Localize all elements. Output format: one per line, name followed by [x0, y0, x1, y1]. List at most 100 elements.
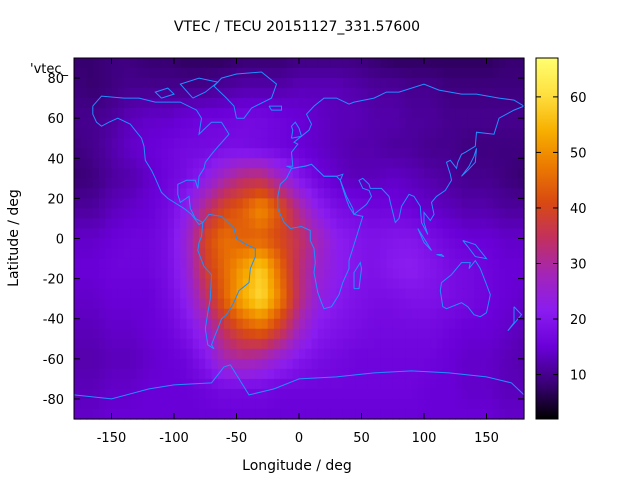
field-cell [505, 158, 513, 169]
field-cell [311, 198, 319, 210]
field-cell [449, 178, 456, 189]
field-cell [111, 118, 119, 129]
coastline [268, 105, 282, 111]
field-cell [199, 248, 206, 260]
field-cell [380, 308, 388, 320]
field-cell [280, 158, 288, 169]
field-cell [186, 278, 194, 290]
field-cell [111, 58, 119, 69]
field-cell [230, 398, 238, 410]
field-cell [442, 138, 450, 149]
field-cell [355, 148, 363, 159]
field-cell [511, 168, 519, 179]
field-cell [499, 258, 506, 270]
field-cell [336, 318, 344, 330]
field-cell [367, 198, 375, 210]
field-cell [230, 348, 238, 360]
field-cell [436, 248, 444, 260]
field-cell [286, 308, 294, 320]
field-cell [142, 198, 150, 210]
field-cell [192, 388, 200, 400]
field-cell [111, 248, 119, 260]
field-cell [399, 68, 406, 79]
field-cell [261, 88, 269, 99]
field-cell [455, 218, 463, 230]
field-cell [211, 158, 219, 169]
field-cell [442, 278, 450, 290]
field-cell [461, 348, 469, 360]
field-cell [299, 58, 306, 69]
field-cell [136, 138, 144, 149]
field-cell [449, 78, 456, 89]
field-cell [330, 308, 338, 320]
field-cell [236, 248, 244, 260]
field-cell [217, 378, 225, 390]
field-cell [242, 318, 250, 330]
field-cell [305, 338, 313, 350]
field-cell [361, 358, 369, 370]
field-cell [330, 78, 338, 89]
field-cell [74, 58, 81, 69]
field-cell [136, 388, 144, 400]
field-cell [186, 58, 194, 69]
field-cell [192, 288, 200, 300]
field-cell [205, 208, 213, 220]
field-cell [480, 98, 488, 109]
field-cell [99, 298, 106, 310]
field-cell [317, 328, 325, 340]
field-cell [199, 158, 206, 169]
field-cell [167, 358, 175, 370]
field-cell [361, 348, 369, 360]
field-cell [455, 178, 463, 189]
field-cell [130, 98, 138, 109]
field-cell [267, 228, 275, 240]
field-cell [267, 118, 275, 129]
field-cell [161, 338, 169, 350]
field-cell [136, 398, 144, 410]
field-cell [192, 328, 200, 340]
field-cell [511, 158, 519, 169]
field-cell [374, 258, 381, 270]
field-cell [336, 118, 344, 129]
field-cell [436, 138, 444, 149]
field-cell [511, 278, 519, 290]
field-cell [217, 178, 225, 189]
field-cell [317, 178, 325, 189]
field-cell [299, 108, 306, 119]
field-cell [211, 168, 219, 179]
field-cell [299, 398, 306, 410]
field-cell [274, 58, 281, 69]
field-cell [392, 338, 400, 350]
field-cell [349, 128, 356, 139]
field-cell [136, 218, 144, 230]
field-cell [355, 278, 363, 290]
field-cell [161, 148, 169, 159]
field-cell [361, 258, 369, 270]
field-cell [474, 298, 481, 310]
field-cell [474, 148, 481, 159]
field-cell [205, 388, 213, 400]
field-cell [205, 148, 213, 159]
field-cell [474, 188, 481, 199]
field-cell [186, 128, 194, 139]
field-cell [430, 378, 438, 390]
field-cell [274, 328, 281, 340]
field-cell [180, 348, 188, 360]
field-cell [324, 68, 331, 79]
field-cell [399, 228, 406, 240]
field-cell [455, 228, 463, 240]
field-cell [311, 98, 319, 109]
field-cell [517, 128, 525, 139]
field-cell [105, 368, 113, 380]
field-cell [130, 148, 138, 159]
field-cell [305, 148, 313, 159]
field-cell [349, 228, 356, 240]
field-cell [149, 148, 156, 159]
field-cell [480, 218, 488, 230]
field-cell [224, 168, 231, 179]
field-cell [436, 408, 444, 420]
field-cell [230, 388, 238, 400]
field-cell [380, 138, 388, 149]
field-cell [517, 98, 525, 109]
field-cell [199, 408, 206, 420]
